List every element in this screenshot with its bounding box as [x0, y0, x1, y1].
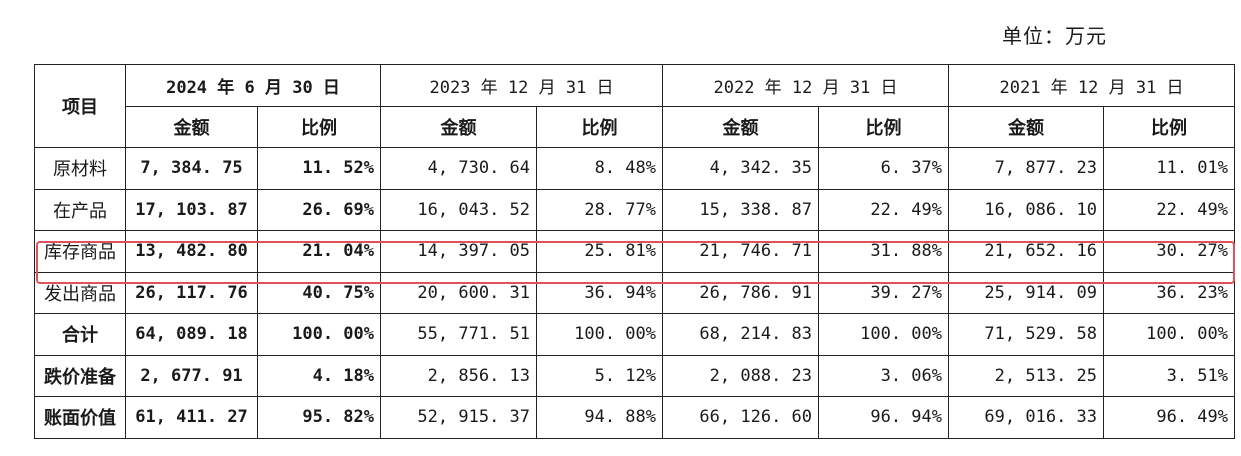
amount-cell: 16, 043. 52: [380, 188, 538, 231]
ratio-cell: 31. 88%: [818, 230, 950, 273]
table-row: 原材料 7, 384. 75 11. 52% 4, 730. 64 8. 48% 4, 3…: [34, 147, 1236, 190]
ratio-cell: 22. 49%: [818, 188, 950, 231]
amount-cell: 61, 411. 27: [125, 396, 258, 439]
table-row: 发出商品 26, 117. 76 40. 75% 20, 600. 31 36. 94%…: [34, 271, 1236, 314]
header-ratio: 比例: [256, 105, 382, 148]
ratio-cell: 6. 37%: [818, 147, 950, 190]
amount-cell: 55, 771. 51: [380, 313, 538, 356]
ratio-cell: 8. 48%: [536, 147, 664, 190]
table-row: 跌价准备 2, 677. 91 4. 18% 2, 856. 13 5. 12% 2, 0…: [34, 354, 1236, 397]
ratio-cell: 39. 27%: [818, 271, 950, 314]
amount-cell: 13, 482. 80: [125, 230, 258, 273]
ratio-cell: 96. 49%: [1103, 396, 1236, 439]
row-label: 发出商品: [34, 271, 126, 314]
row-label: 在产品: [34, 188, 126, 231]
amount-cell: 68, 214. 83: [662, 313, 820, 356]
amount-cell: 25, 914. 09: [948, 271, 1105, 314]
table-row: 在产品 17, 103. 87 26. 69% 16, 043. 52 28. 77% 1…: [34, 188, 1236, 231]
header-period-2021: 2021 年 12 月 31 日: [948, 64, 1236, 107]
ratio-cell: 4. 18%: [256, 354, 382, 397]
ratio-cell: 26. 69%: [256, 188, 382, 231]
amount-cell: 2, 677. 91: [125, 354, 258, 397]
ratio-cell: 11. 52%: [256, 147, 382, 190]
header-ratio: 比例: [1103, 105, 1236, 148]
ratio-cell: 21. 04%: [256, 230, 382, 273]
amount-cell: 16, 086. 10: [948, 188, 1105, 231]
header-amount: 金额: [380, 105, 538, 148]
ratio-cell: 40. 75%: [256, 271, 382, 314]
ratio-cell: 100. 00%: [818, 313, 950, 356]
amount-cell: 64, 089. 18: [125, 313, 258, 356]
ratio-cell: 30. 27%: [1103, 230, 1236, 273]
header-amount: 金额: [948, 105, 1105, 148]
row-label: 库存商品: [34, 230, 126, 273]
ratio-cell: 36. 23%: [1103, 271, 1236, 314]
header-period-2023: 2023 年 12 月 31 日: [380, 64, 664, 107]
header-period-2024h1: 2024 年 6 月 30 日: [124, 64, 382, 107]
amount-cell: 2, 513. 25: [948, 354, 1105, 397]
ratio-cell: 96. 94%: [818, 396, 950, 439]
ratio-cell: 3. 06%: [818, 354, 950, 397]
inventory-table: 项目 2024 年 6 月 30 日 2023 年 12 月 31 日 2022…: [34, 64, 1236, 439]
ratio-cell: 36. 94%: [536, 271, 664, 314]
ratio-cell: 25. 81%: [536, 230, 664, 273]
amount-cell: 20, 600. 31: [380, 271, 538, 314]
amount-cell: 17, 103. 87: [125, 188, 258, 231]
header-period-2022: 2022 年 12 月 31 日: [662, 64, 950, 107]
amount-cell: 14, 397. 05: [380, 230, 538, 273]
table-row: 合计 64, 089. 18 100. 00% 55, 771. 51 100. 00%…: [34, 313, 1236, 356]
ratio-cell: 100. 00%: [256, 313, 382, 356]
ratio-cell: 100. 00%: [1103, 313, 1236, 356]
amount-cell: 52, 915. 37: [380, 396, 538, 439]
amount-cell: 7, 384. 75: [125, 147, 258, 190]
header-amount: 金额: [125, 105, 258, 148]
amount-cell: 4, 342. 35: [662, 147, 820, 190]
amount-cell: 4, 730. 64: [380, 147, 538, 190]
ratio-cell: 100. 00%: [536, 313, 664, 356]
amount-cell: 7, 877. 23: [948, 147, 1105, 190]
row-label: 合计: [34, 313, 126, 356]
amount-cell: 69, 016. 33: [948, 396, 1105, 439]
amount-cell: 71, 529. 58: [948, 313, 1105, 356]
ratio-cell: 94. 88%: [536, 396, 664, 439]
header-item: 项目: [34, 64, 126, 148]
amount-cell: 21, 652. 16: [948, 230, 1105, 273]
amount-cell: 2, 856. 13: [380, 354, 538, 397]
amount-cell: 15, 338. 87: [662, 188, 820, 231]
header-ratio: 比例: [536, 105, 664, 148]
amount-cell: 21, 746. 71: [662, 230, 820, 273]
amount-cell: 26, 786. 91: [662, 271, 820, 314]
ratio-cell: 28. 77%: [536, 188, 664, 231]
ratio-cell: 22. 49%: [1103, 188, 1236, 231]
header-amount: 金额: [662, 105, 820, 148]
ratio-cell: 3. 51%: [1103, 354, 1236, 397]
header-row-periods: 项目 2024 年 6 月 30 日 2023 年 12 月 31 日 2022…: [34, 64, 1236, 148]
ratio-cell: 5. 12%: [536, 354, 664, 397]
amount-cell: 26, 117. 76: [125, 271, 258, 314]
header-row-columns: 金额 比例 金额 比例 金额 比例 金额 比例: [35, 105, 1236, 148]
unit-label: 单位：万元: [1002, 24, 1107, 48]
ratio-cell: 11. 01%: [1103, 147, 1236, 190]
row-label: 原材料: [34, 147, 126, 190]
amount-cell: 66, 126. 60: [662, 396, 820, 439]
ratio-cell: 95. 82%: [256, 396, 382, 439]
row-label: 跌价准备: [34, 354, 126, 397]
header-ratio: 比例: [818, 105, 950, 148]
amount-cell: 2, 088. 23: [662, 354, 820, 397]
table-row: 库存商品 13, 482. 80 21. 04% 14, 397. 05 25. 81%…: [34, 230, 1236, 273]
table-row: 账面价值 61, 411. 27 95. 82% 52, 915. 37 94. 88%…: [34, 396, 1236, 439]
row-label: 账面价值: [34, 396, 126, 439]
